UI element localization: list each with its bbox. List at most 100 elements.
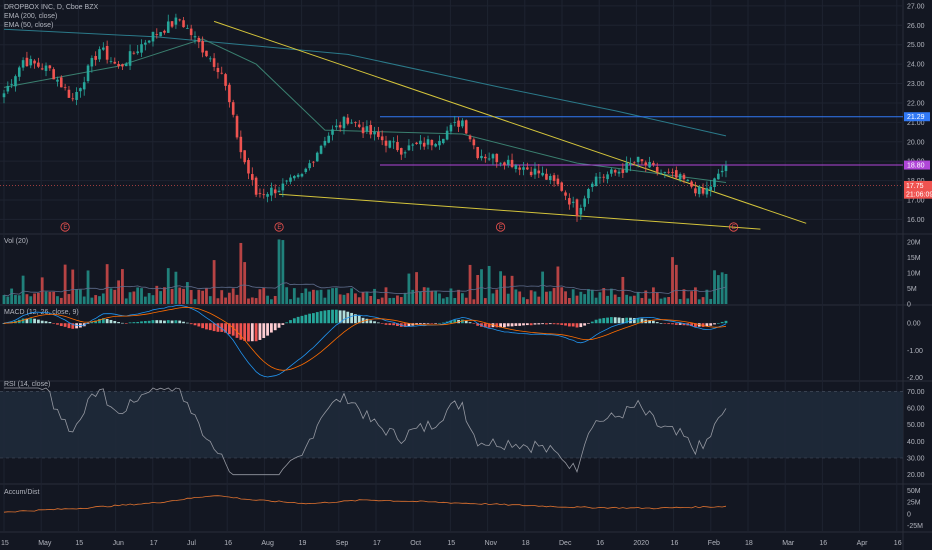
time-axis-tick: 16 (224, 540, 232, 547)
volume-panel[interactable]: Vol (20) (4, 238, 28, 245)
accum-panel[interactable]: Accum/Dist (4, 489, 39, 496)
macd-histogram-bar (556, 323, 560, 325)
volume-bar (705, 289, 709, 304)
volume-axis-tick: 20M (907, 240, 921, 247)
volume-bar (147, 293, 151, 304)
macd-histogram-bar (105, 319, 109, 324)
candle-body (514, 165, 518, 170)
candle-body (621, 169, 625, 173)
rsi-panel[interactable]: RSI (14, close) (4, 381, 50, 388)
macd-histogram-bar (338, 310, 342, 324)
volume-bar (296, 297, 300, 304)
macd-histogram-bar (655, 322, 659, 324)
volume-bar (17, 295, 21, 304)
time-axis-tick: Feb (708, 540, 720, 547)
macd-histogram-bar (315, 312, 319, 324)
volume-bar (690, 291, 693, 304)
volume-bar (220, 290, 224, 304)
candle-body (48, 65, 52, 69)
volume-bar (503, 275, 506, 304)
candle-body (430, 139, 434, 146)
volume-bar (323, 297, 327, 304)
candle-body (453, 122, 457, 123)
time-axis-tick: 18 (522, 540, 530, 547)
candle-body (690, 181, 693, 187)
macd-histogram-bar (430, 323, 434, 324)
macd-histogram-bar (441, 322, 445, 324)
volume-bar (155, 285, 159, 304)
candle-body (216, 68, 220, 73)
macd-histogram-bar (143, 321, 147, 324)
candle-body (484, 156, 487, 159)
candle-body (495, 153, 499, 163)
volume-bar (36, 292, 40, 304)
macd-histogram-bar (308, 313, 311, 324)
volume-bar (208, 296, 212, 304)
macd-histogram-bar (426, 323, 430, 324)
candle-body (407, 145, 411, 151)
candle-body (277, 190, 281, 193)
volume-bar (518, 291, 522, 304)
candle-body (235, 116, 239, 138)
volume-bar (438, 293, 441, 304)
volume-bar (663, 297, 667, 304)
candle-body (335, 125, 338, 128)
volume-bar (564, 291, 567, 304)
volume-bar (71, 269, 75, 304)
time-axis-tick: 17 (373, 540, 381, 547)
candle-body (717, 173, 720, 180)
volume-bar (182, 288, 185, 304)
macd-histogram-bar (648, 320, 651, 324)
volume-bar (308, 291, 311, 304)
candle-body (296, 174, 300, 177)
candle-body (71, 98, 75, 100)
candle-body (186, 28, 189, 29)
volume-bar (461, 293, 464, 304)
candle-body (315, 152, 319, 162)
volume-bar (399, 297, 403, 304)
price-panel[interactable]: DROPBOX INC, D, Cboe BZX EMA (200, close… (4, 4, 98, 29)
accum-axis-tick: -25M (907, 523, 923, 530)
rsi-axis-tick: 30.00 (907, 456, 925, 463)
volume-bar (525, 299, 529, 304)
candle-body (365, 126, 369, 132)
volume-bar (117, 280, 120, 304)
price-badge (904, 180, 932, 190)
candle-body (380, 136, 384, 141)
volume-bar (629, 296, 632, 304)
candle-body (686, 179, 690, 182)
candle-body (128, 51, 132, 66)
candle-body (522, 167, 525, 170)
macd-histogram-bar (63, 323, 67, 327)
macd-histogram-bar (117, 322, 120, 324)
volume-axis-tick: 0 (907, 302, 911, 309)
volume-bar (166, 268, 170, 304)
candle-body (529, 171, 533, 176)
macd-histogram-bar (319, 311, 323, 324)
candle-body (457, 120, 460, 127)
candle-body (392, 141, 395, 143)
volume-bar (109, 288, 113, 304)
volume-bar (590, 289, 594, 304)
macd-histogram-bar (262, 323, 266, 339)
candle-body (117, 63, 120, 67)
volume-bar (163, 287, 166, 304)
time-axis-tick: 15 (1, 540, 9, 547)
volume-bar (659, 298, 663, 304)
volume-bar (613, 294, 617, 304)
price-axis-tick: 22.00 (907, 100, 925, 107)
macd-histogram-bar (613, 317, 617, 324)
candle-body (67, 89, 71, 98)
macd-histogram-bar (151, 320, 155, 324)
candle-body (422, 142, 426, 147)
volume-bar (357, 297, 361, 304)
rsi-axis-tick: 60.00 (907, 406, 925, 413)
candle-body (251, 174, 254, 180)
volume-bar (418, 291, 422, 304)
volume-bar (552, 287, 556, 304)
macd-histogram-bar (2, 323, 6, 324)
volume-bar (365, 292, 369, 304)
volume-bar (94, 295, 98, 304)
candle-body (224, 74, 227, 86)
